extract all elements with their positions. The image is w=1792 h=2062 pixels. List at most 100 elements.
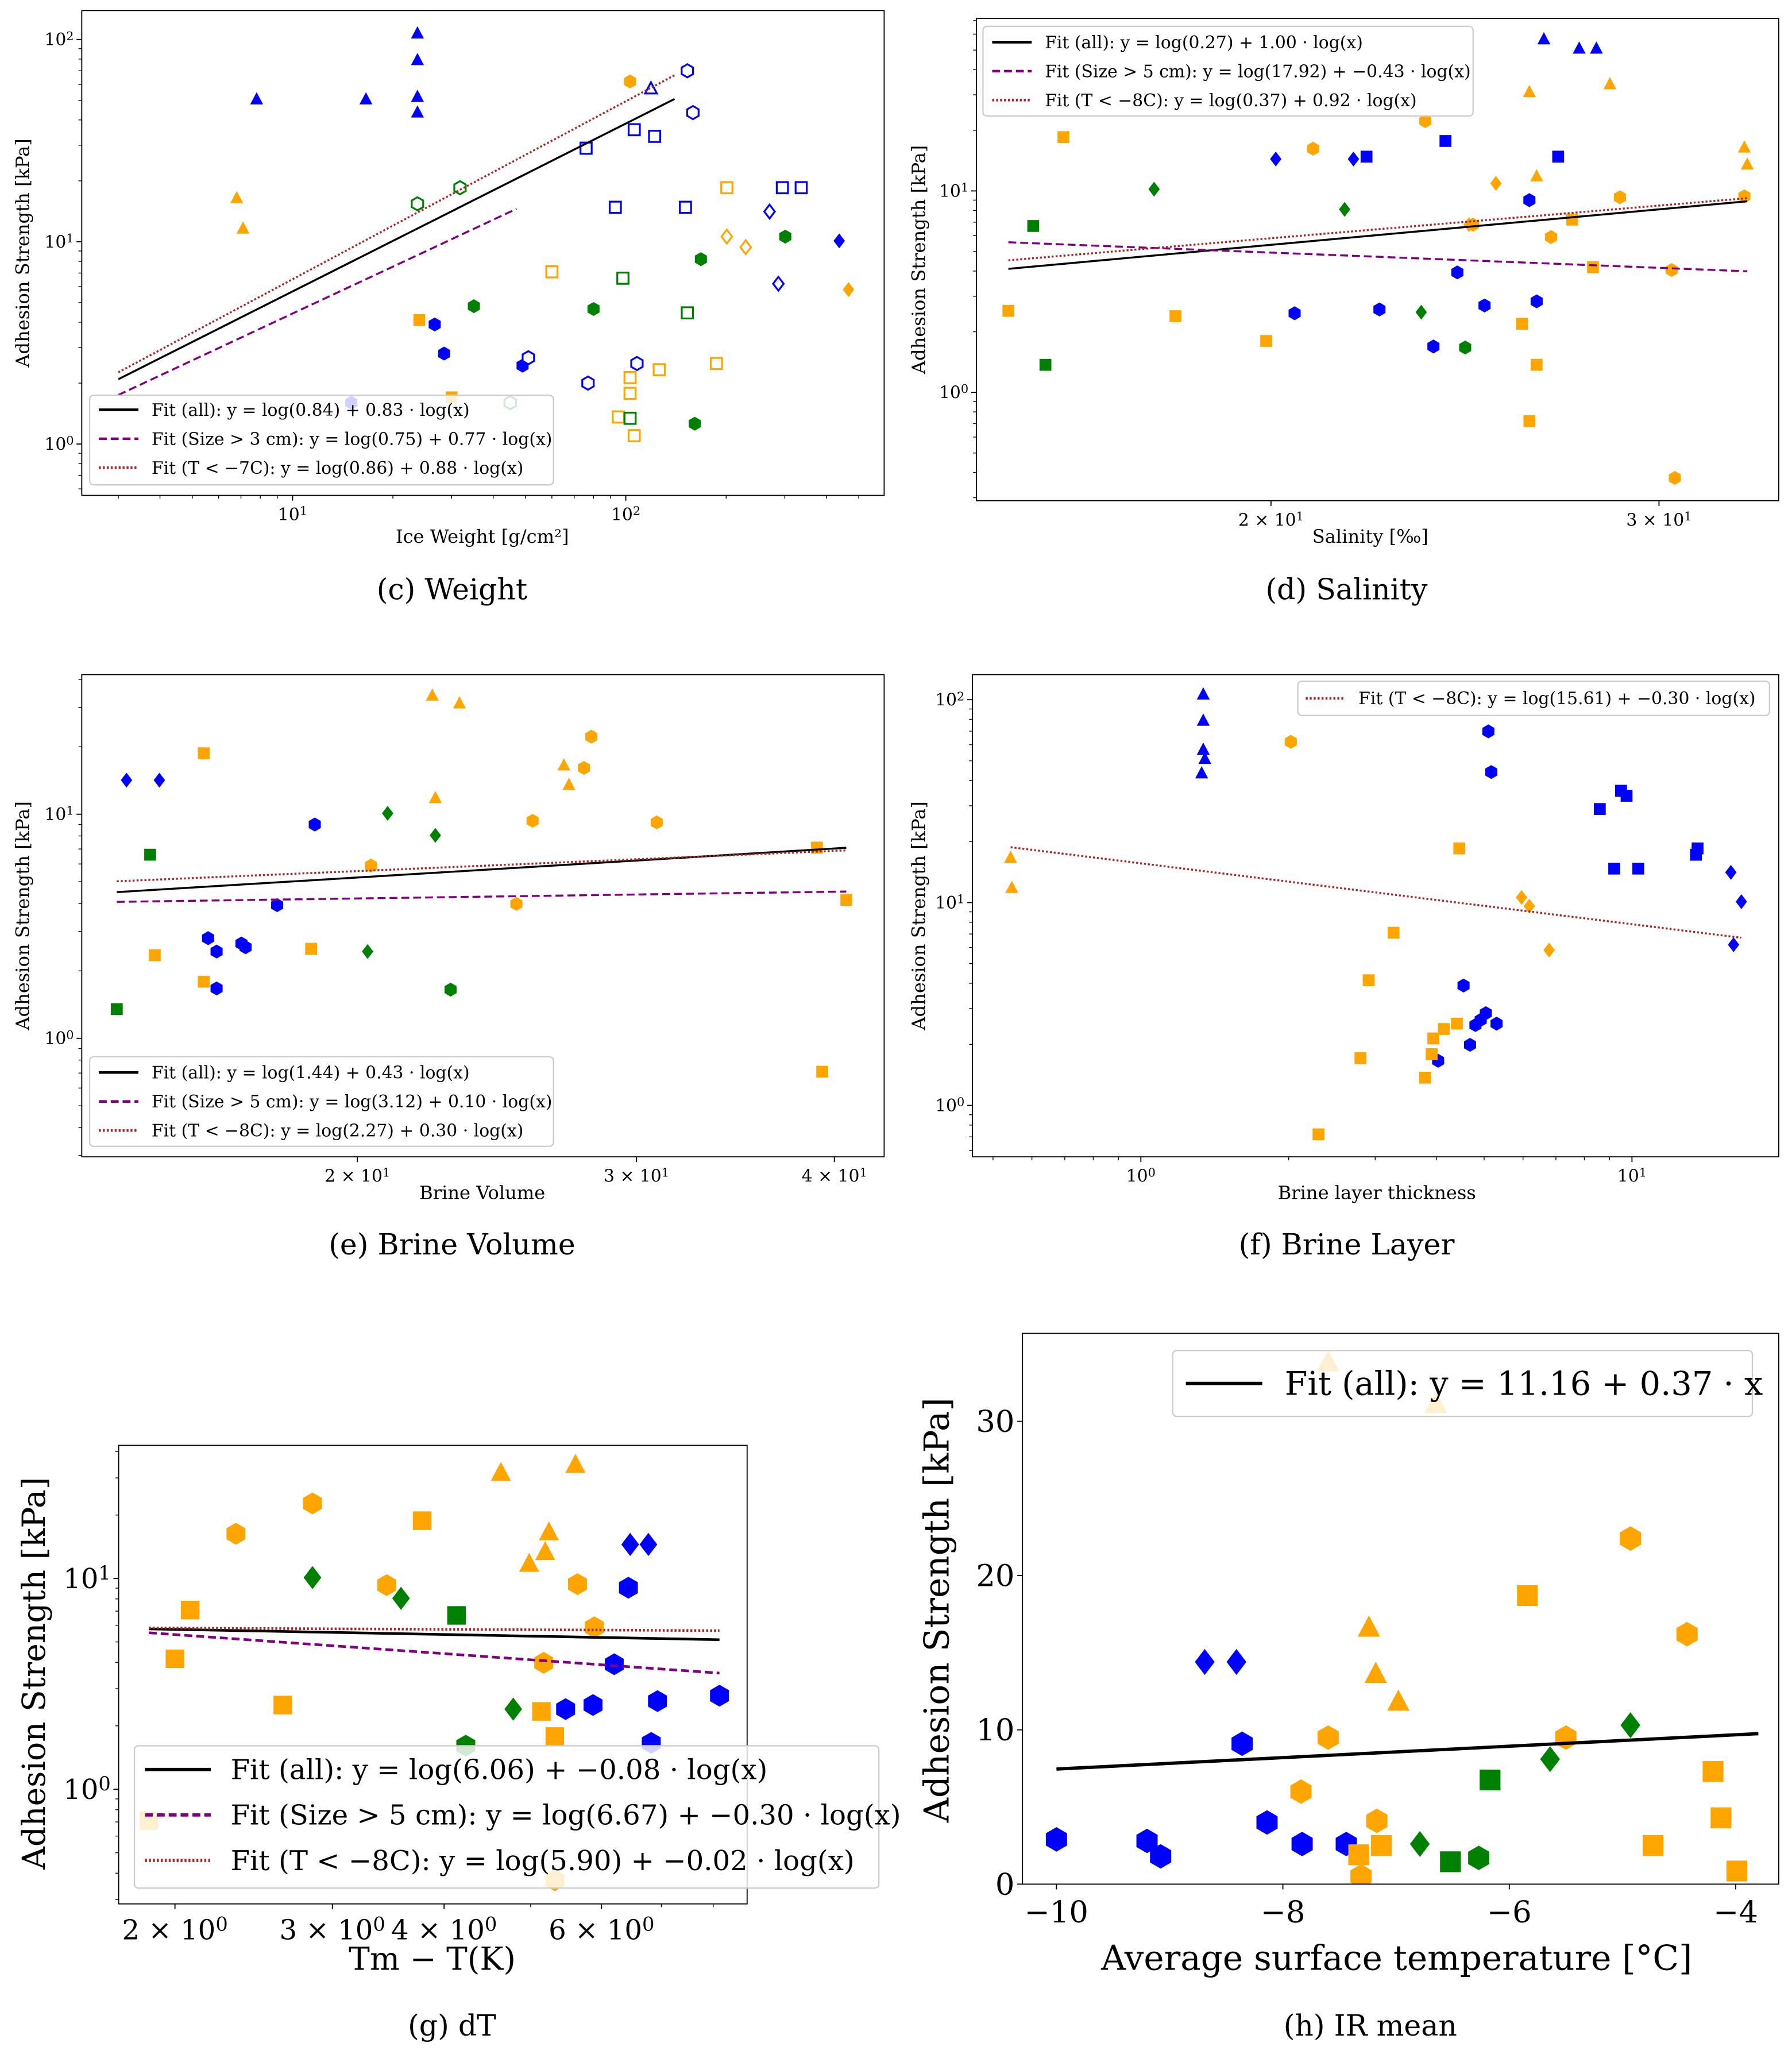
x-tick-label: −8 bbox=[1261, 1895, 1306, 1930]
data-point-orange-hex bbox=[303, 1492, 322, 1515]
y-tick-label: 102 bbox=[935, 689, 964, 710]
data-point-blue-hex bbox=[1457, 978, 1470, 993]
y-tick-label: 101 bbox=[939, 180, 968, 201]
data-point-orange-sq bbox=[305, 943, 317, 955]
axes-frame bbox=[972, 674, 1779, 1157]
fit-line-0 bbox=[1010, 846, 1742, 939]
data-point-blue-sq bbox=[1691, 842, 1704, 855]
data-point-orange-sq bbox=[165, 1649, 184, 1669]
data-point-blue-sq bbox=[1632, 862, 1644, 875]
plot-area bbox=[1004, 687, 1747, 1141]
data-point-blue-tri bbox=[1198, 751, 1212, 764]
data-point-green-sq bbox=[1039, 358, 1052, 371]
data-point-blue-dia bbox=[1226, 1648, 1246, 1675]
fit-line-2 bbox=[149, 1626, 720, 1632]
x-tick-label: 2 × 101 bbox=[1238, 509, 1304, 530]
data-point-orange-sq bbox=[1002, 304, 1014, 317]
legend: Fit (all): y = log(6.06) + −0.08 · log(x… bbox=[133, 1745, 901, 1889]
data-point-blue-hex bbox=[630, 356, 644, 372]
data-point-blue-hex bbox=[239, 940, 252, 955]
legend: Fit (all): y = log(1.44) + 0.43 · log(x)… bbox=[88, 1056, 554, 1147]
data-point-orange-sq bbox=[1566, 214, 1578, 226]
data-point-blue-hex bbox=[581, 375, 595, 391]
chart-g: 2 × 100 3 × 100 4 × 100 6 × 100 100 101 Tm − T… bbox=[16, 1445, 901, 2042]
legend: Fit (T < −8C): y = log(15.61) + −0.30 · … bbox=[1297, 680, 1771, 716]
legend: Fit (all): y = log(0.27) + 1.00 · log(x)… bbox=[982, 25, 1474, 117]
x-tick-label: 2 × 101 bbox=[325, 1165, 390, 1186]
y-axis-label: Adhesion Strength [kPa] bbox=[907, 145, 929, 374]
data-point-blue-dia bbox=[1195, 1648, 1215, 1675]
y-axis-label: Adhesion Strength [kPa] bbox=[907, 801, 929, 1030]
data-point-orange-sq bbox=[623, 371, 637, 384]
x-tick-label: −10 bbox=[1025, 1895, 1088, 1930]
legend: Fit (all): y = log(0.84) + 0.83 · log(x)… bbox=[88, 395, 554, 486]
axes-frame bbox=[81, 674, 885, 1157]
data-point-orange-hex bbox=[1284, 735, 1297, 749]
data-point-orange-tri bbox=[565, 1454, 586, 1473]
data-point-orange-sq bbox=[1427, 1032, 1439, 1045]
data-point-blue-hex bbox=[1136, 1828, 1158, 1854]
y-axis-label: Adhesion Strength [kPa] bbox=[12, 138, 34, 368]
legend-entry: Fit (all): y = log(0.84) + 0.83 · log(x) bbox=[152, 400, 470, 420]
data-point-orange-sq bbox=[545, 265, 559, 279]
data-point-blue-dia bbox=[1270, 151, 1282, 167]
data-point-orange-tri bbox=[1523, 84, 1536, 98]
plot-area bbox=[111, 688, 852, 1078]
y-tick-label: 10 bbox=[976, 1713, 1014, 1748]
data-point-orange-hex bbox=[567, 1573, 587, 1596]
x-axis-label: Brine layer thickness bbox=[1278, 1181, 1476, 1203]
data-point-orange-sq bbox=[1587, 261, 1599, 273]
chart-f: 100 101 100 101 102 Brine layer thickness Adhe… bbox=[907, 674, 1779, 1261]
data-point-blue-hex bbox=[604, 1653, 624, 1675]
fit-line-0 bbox=[118, 98, 675, 380]
fit-line-1 bbox=[1008, 241, 1748, 273]
x-tick-label: 3 × 100 bbox=[280, 1913, 385, 1946]
data-point-green-sq bbox=[144, 848, 156, 861]
x-axis-label: Salinity [‰] bbox=[1312, 526, 1428, 547]
data-point-orange-sq bbox=[1348, 1844, 1369, 1866]
data-point-blue-dia bbox=[121, 773, 133, 788]
data-point-blue-hex bbox=[1482, 724, 1494, 739]
y-tick-label: 20 bbox=[976, 1559, 1014, 1594]
data-point-green-dia bbox=[1148, 182, 1160, 197]
data-point-blue-tri bbox=[1195, 766, 1208, 779]
fit-line-0 bbox=[1008, 200, 1748, 270]
data-point-orange-tri bbox=[1737, 140, 1751, 153]
data-point-orange-sq bbox=[1354, 1052, 1366, 1064]
data-point-orange-hex bbox=[1613, 190, 1626, 204]
data-point-green-sq bbox=[616, 272, 629, 285]
data-point-blue-hex bbox=[1478, 298, 1491, 312]
data-point-orange-sq bbox=[1523, 415, 1536, 427]
data-point-blue-dia bbox=[1728, 937, 1740, 952]
x-tick-label: 6 × 100 bbox=[549, 1913, 654, 1946]
data-point-blue-hex bbox=[1451, 265, 1463, 280]
x-tick-label: 101 bbox=[278, 504, 307, 525]
data-point-orange-hex bbox=[585, 1616, 604, 1639]
chart-e: 2 × 101 3 × 101 4 × 101 100 101 Brine Volume A… bbox=[12, 674, 885, 1261]
data-point-green-hex bbox=[689, 416, 701, 431]
data-point-orange-hex bbox=[1544, 230, 1557, 244]
data-point-green-sq bbox=[1480, 1769, 1501, 1791]
data-point-orange-sq bbox=[1517, 1585, 1538, 1607]
data-point-blue-hex bbox=[1231, 1731, 1253, 1756]
subfigure-caption: (d) Salinity bbox=[1266, 573, 1428, 607]
data-point-blue-sq bbox=[775, 181, 789, 195]
data-point-blue-hex bbox=[1291, 1832, 1313, 1856]
data-point-orange-hex bbox=[1307, 141, 1319, 156]
data-point-green-hex bbox=[779, 229, 791, 244]
y-axis-label: Adhesion Strength [kPa] bbox=[918, 1397, 957, 1823]
subfigure-caption: (g) dT bbox=[408, 2009, 496, 2042]
data-point-orange-dia bbox=[1516, 890, 1528, 905]
y-tick-label: 0 bbox=[995, 1867, 1015, 1902]
data-point-orange-tri bbox=[1004, 850, 1017, 863]
data-point-orange-sq bbox=[1451, 1017, 1463, 1030]
data-point-blue-hex bbox=[710, 1685, 729, 1707]
x-tick-label: 102 bbox=[611, 504, 640, 525]
x-axis-label: Brine Volume bbox=[419, 1181, 545, 1203]
data-point-green-dia bbox=[1339, 202, 1351, 217]
data-point-blue-sq bbox=[1360, 150, 1373, 163]
data-point-blue-hex bbox=[210, 944, 223, 959]
data-point-blue-dia bbox=[153, 773, 165, 788]
axes-frame bbox=[1022, 1333, 1779, 1885]
